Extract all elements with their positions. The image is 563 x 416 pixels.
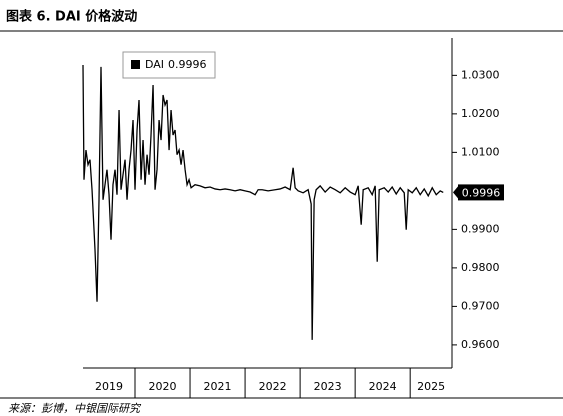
last-value-box	[458, 184, 504, 201]
y-tick-label: 0.9900	[461, 222, 500, 235]
last-value-label: 0.9996	[462, 186, 501, 199]
x-tick-label: 2020	[149, 380, 177, 393]
y-tick-label: 1.0100	[461, 145, 500, 158]
y-tick-label: 0.9800	[461, 261, 500, 274]
y-tick-label: 1.0300	[461, 68, 500, 81]
last-value-pointer	[453, 186, 458, 199]
legend-label: DAI	[145, 58, 164, 71]
y-tick-label: 0.9700	[461, 299, 500, 312]
source: 来源：彭博，中银国际研究	[8, 402, 142, 415]
legend-swatch	[131, 60, 140, 69]
x-tick-label: 2025	[417, 380, 445, 393]
x-tick-label: 2022	[259, 380, 287, 393]
x-tick-label: 2019	[95, 380, 123, 393]
chart-title: 图表 6. DAI 价格波动	[6, 9, 137, 25]
x-tick-label: 2024	[369, 380, 397, 393]
y-tick-label: 1.0200	[461, 107, 500, 120]
y-tick-label: 0.9600	[461, 338, 500, 351]
line	[82, 64, 444, 340]
x-tick-label: 2021	[204, 380, 232, 393]
x-tick-label: 2023	[314, 380, 342, 393]
legend-value: 0.9996	[168, 58, 207, 71]
